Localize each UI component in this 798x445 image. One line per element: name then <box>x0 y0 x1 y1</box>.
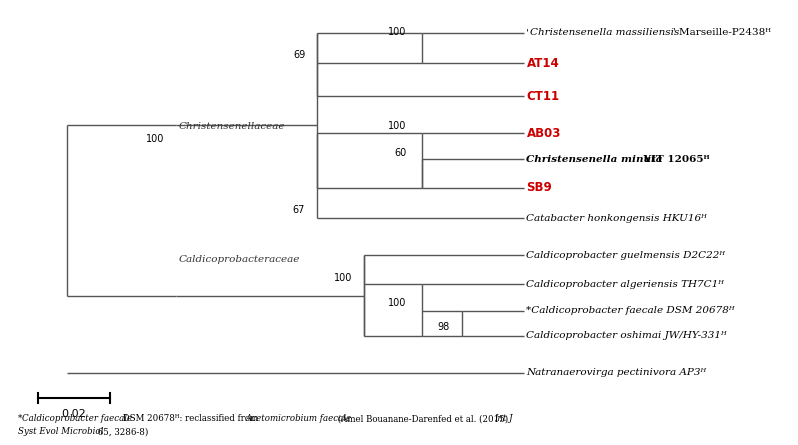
Text: AB03: AB03 <box>527 126 561 140</box>
Text: Christensenellaceae: Christensenellaceae <box>179 122 285 131</box>
Text: YIT 12065ᴴ: YIT 12065ᴴ <box>640 155 709 164</box>
Text: *: * <box>18 414 22 423</box>
Text: Caldicoprobacter algeriensis TH7C1ᴴ: Caldicoprobacter algeriensis TH7C1ᴴ <box>527 280 725 289</box>
Text: Catabacter honkongensis HKU16ᴴ: Catabacter honkongensis HKU16ᴴ <box>527 214 707 222</box>
Text: AT14: AT14 <box>527 57 559 70</box>
Text: 100: 100 <box>389 121 407 131</box>
Text: Christensenella minuta: Christensenella minuta <box>527 155 663 164</box>
Text: *Caldicoprobacter faecale DSM 20678ᴴ: *Caldicoprobacter faecale DSM 20678ᴴ <box>527 306 735 315</box>
Text: Christensenella massiliensis: Christensenella massiliensis <box>531 28 680 37</box>
Text: Caldicoprobacter guelmensis D2C22ᴴ: Caldicoprobacter guelmensis D2C22ᴴ <box>527 251 725 260</box>
Text: ' Marseille-P2438ᴴ: ' Marseille-P2438ᴴ <box>673 28 771 37</box>
Text: 65, 3286-8): 65, 3286-8) <box>96 427 148 436</box>
Text: 0.02: 0.02 <box>61 409 86 419</box>
Text: CT11: CT11 <box>527 89 559 102</box>
Text: Caldicoprobacter faecale: Caldicoprobacter faecale <box>22 414 132 423</box>
Text: Natranaerovirga pectinivora AP3ᴴ: Natranaerovirga pectinivora AP3ᴴ <box>527 368 707 377</box>
Text: DSM 20678ᴴ: reclassified from: DSM 20678ᴴ: reclassified from <box>120 414 261 423</box>
Text: Caldicoprobacter oshimai JW/HY-331ᴴ: Caldicoprobacter oshimai JW/HY-331ᴴ <box>527 332 727 340</box>
Text: 67: 67 <box>293 205 305 214</box>
Text: 69: 69 <box>293 50 305 60</box>
Text: Acetomicrobium faecale: Acetomicrobium faecale <box>246 414 352 423</box>
Text: 100: 100 <box>146 134 164 144</box>
Text: SB9: SB9 <box>527 181 552 194</box>
Text: ': ' <box>527 28 529 37</box>
Text: Int J: Int J <box>494 414 512 423</box>
Text: (Amel Bouanane-Darenfed et al. (2015): (Amel Bouanane-Darenfed et al. (2015) <box>335 414 512 423</box>
Text: Syst Evol Microbiol: Syst Evol Microbiol <box>18 427 104 436</box>
Text: 100: 100 <box>389 298 407 307</box>
Text: 60: 60 <box>394 148 407 158</box>
Text: 100: 100 <box>334 273 352 283</box>
Text: 100: 100 <box>389 27 407 37</box>
Text: 98: 98 <box>437 322 450 332</box>
Text: Caldicoprobacteraceae: Caldicoprobacteraceae <box>179 255 300 264</box>
